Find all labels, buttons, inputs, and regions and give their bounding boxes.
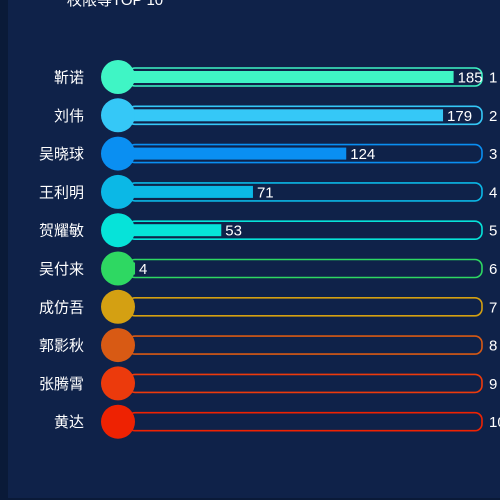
rank-label: 10: [489, 414, 500, 431]
rank-circle: [101, 289, 135, 324]
category-label: 贺耀敏: [39, 223, 84, 240]
rank-label: 3: [489, 146, 497, 163]
rank-circle: [101, 251, 135, 286]
rank-circle: [101, 328, 135, 363]
rank-circle: [101, 98, 135, 133]
value-label: 4: [139, 261, 147, 278]
value-label: 185: [458, 70, 483, 87]
value-label: 53: [225, 223, 242, 240]
rank-label: 7: [489, 299, 497, 316]
bar-track: [127, 373, 483, 394]
rank-label: 8: [489, 338, 497, 355]
rank-circle: [101, 366, 135, 401]
rank-label: 5: [489, 223, 497, 240]
bar: [128, 185, 253, 198]
bar: [128, 147, 347, 160]
category-label: 靳诺: [54, 70, 84, 87]
bar-track: [127, 296, 483, 317]
category-label: 成仿吾: [39, 299, 84, 316]
bar: [128, 71, 454, 83]
category-label: 吴付来: [39, 261, 84, 278]
rank-label: 9: [489, 376, 497, 393]
bar-track: [127, 258, 483, 279]
value-label: 124: [350, 146, 375, 163]
value-label: 179: [447, 108, 472, 125]
category-label: 郭影秋: [39, 338, 84, 355]
rank-circle: [101, 60, 135, 94]
bottom-edge-strip: [0, 498, 500, 500]
category-label: 王利明: [39, 184, 84, 201]
rank-label: 1: [489, 70, 497, 87]
category-label: 吴晓球: [39, 146, 84, 163]
rank-label: 2: [489, 108, 497, 125]
category-label: 张腾霄: [39, 376, 84, 393]
rank-circle: [101, 174, 135, 209]
bar: [128, 109, 444, 122]
rank-label: 4: [489, 184, 497, 201]
bar-track: [127, 411, 483, 432]
rank-label: 6: [489, 261, 497, 278]
rank-circle: [101, 136, 135, 171]
category-label: 刘伟: [54, 108, 84, 125]
bar: [128, 224, 222, 237]
rank-circle: [101, 213, 135, 248]
chart-title: 权限等TOP 10: [67, 0, 164, 9]
left-edge-strip: [0, 0, 8, 500]
bar-track: [127, 335, 483, 355]
category-label: 黄达: [54, 414, 84, 431]
value-label: 71: [257, 184, 274, 201]
rank-circle: [101, 404, 135, 439]
